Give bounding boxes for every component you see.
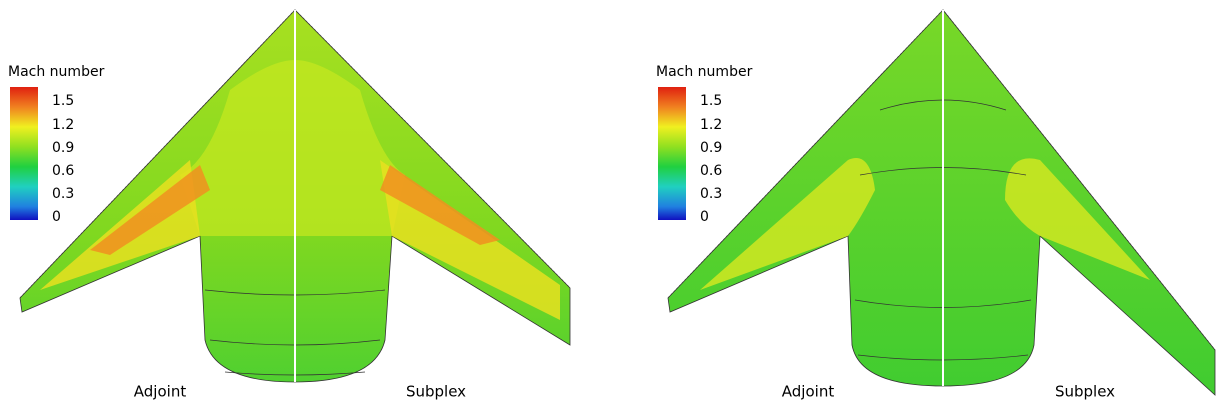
colorbar-tick: 0.6 xyxy=(52,163,74,179)
panel: Mach number 1.5 1.2 0.9 0.6 0.3 0 Adjoin… xyxy=(656,9,1216,401)
contour xyxy=(90,165,210,255)
colorbar-tick: 0.9 xyxy=(52,140,74,156)
contour xyxy=(1005,158,1150,280)
colorbar-tick: 0 xyxy=(700,209,709,225)
colorbar xyxy=(658,87,686,220)
colorbar-tick: 0.6 xyxy=(700,163,722,179)
contour xyxy=(180,60,405,236)
caption: Adjoint xyxy=(134,383,187,401)
colorbar-title: Mach number xyxy=(656,64,753,80)
caption: Adjoint xyxy=(782,383,835,401)
colorbar-title: Mach number xyxy=(8,64,105,80)
colorbar xyxy=(10,87,38,220)
colorbar-tick: 1.2 xyxy=(700,117,722,133)
colorbar-tick: 1.5 xyxy=(700,93,722,109)
colorbar-tick: 1.2 xyxy=(52,117,74,133)
colorbar-tick: 0.3 xyxy=(700,186,722,202)
contour xyxy=(40,160,200,290)
colorbar-tick: 0 xyxy=(52,209,61,225)
contour xyxy=(380,165,500,245)
caption: Subplex xyxy=(1055,383,1115,401)
colorbar-tick: 0.3 xyxy=(52,186,74,202)
colorbar-tick: 1.5 xyxy=(52,93,74,109)
panel: Mach number 1.5 1.2 0.9 0.6 0.3 0 Adjoin… xyxy=(8,9,572,401)
colorbar-tick: 0.9 xyxy=(700,140,722,156)
caption: Subplex xyxy=(406,383,466,401)
contour xyxy=(700,158,875,290)
